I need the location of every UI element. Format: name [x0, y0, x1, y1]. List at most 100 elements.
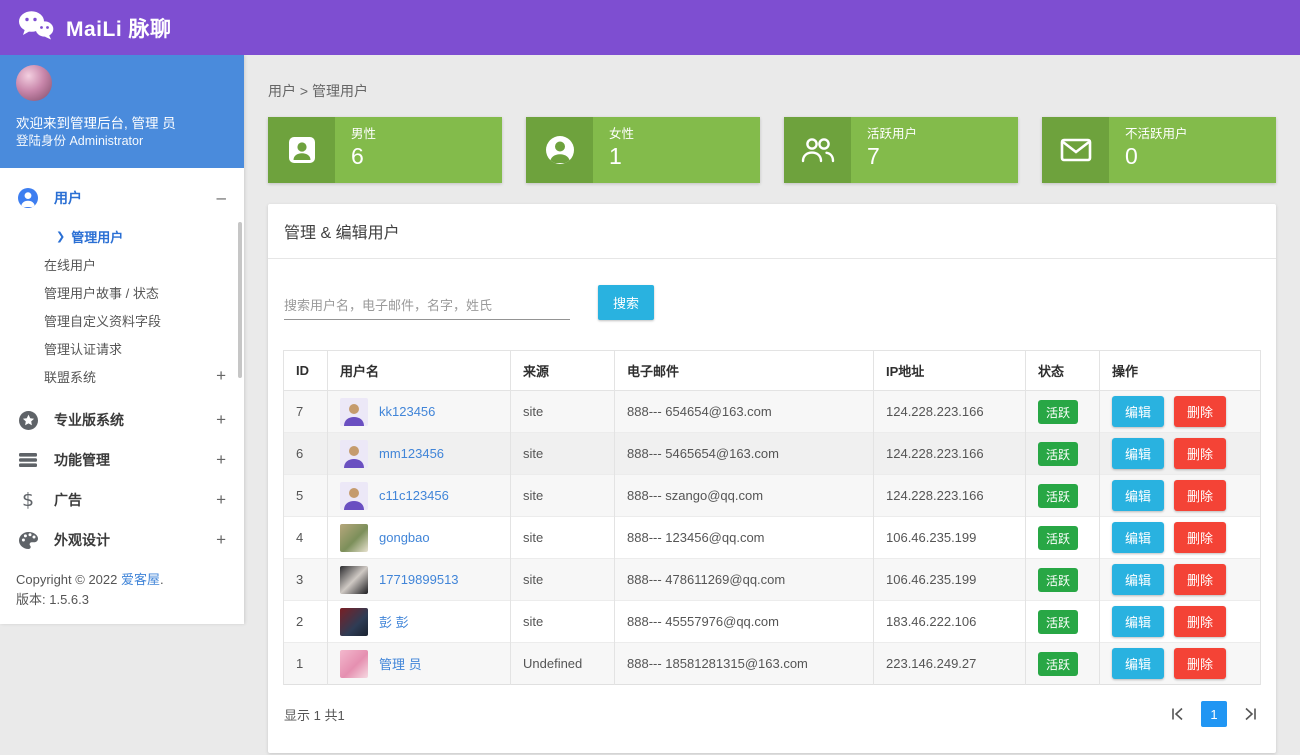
col-actions: 操作: [1099, 350, 1261, 391]
search-button[interactable]: 搜索: [598, 285, 655, 320]
panel-title: 管理 & 编辑用户: [268, 204, 1276, 259]
user-avatar: [340, 397, 368, 426]
app-title: MaiLi 脉聊: [66, 17, 172, 41]
edit-button[interactable]: 编辑: [1112, 606, 1165, 637]
delete-button[interactable]: 删除: [1174, 648, 1227, 679]
female-user-icon: [526, 117, 593, 183]
username-link[interactable]: kk123456: [379, 404, 436, 419]
stat-card-male: 男性 6: [268, 117, 502, 183]
chevron-right-icon: ❯: [56, 230, 66, 243]
user-avatar: [340, 649, 368, 678]
version-text: 版本: 1.5.6.3: [16, 592, 89, 607]
pagination-summary: 显示 1 共1: [284, 707, 345, 723]
sidebar-item-affiliate-system[interactable]: 联盟系统 +: [44, 366, 226, 385]
sidebar-scrollbar[interactable]: [238, 222, 242, 378]
username-link[interactable]: 彭 彭: [379, 615, 409, 630]
breadcrumb-users[interactable]: 用户: [268, 83, 296, 99]
table-row: 2 彭 彭 site 888--- 45557976@qq.com 183.46…: [283, 600, 1261, 643]
welcome-text: 欢迎来到管理后台, 管理 员: [16, 116, 176, 131]
edit-button[interactable]: 编辑: [1112, 438, 1165, 469]
sidebar-item-pro-system[interactable]: 专业版系统 +: [0, 400, 244, 440]
admin-avatar[interactable]: [16, 65, 52, 101]
stat-label: 活跃用户: [867, 127, 918, 141]
search-row: 搜索: [268, 259, 1276, 350]
last-page-icon[interactable]: [1241, 705, 1260, 723]
edit-button[interactable]: 编辑: [1112, 648, 1165, 679]
stat-value: 0: [1125, 143, 1138, 169]
expand-icon[interactable]: +: [216, 366, 226, 385]
sidebar-item-appearance[interactable]: 外观设计 +: [0, 520, 244, 560]
expand-icon[interactable]: +: [216, 450, 226, 469]
expand-icon[interactable]: +: [216, 490, 226, 509]
col-status: 状态: [1025, 350, 1100, 391]
expand-icon[interactable]: +: [216, 410, 226, 429]
status-badge: 活跃: [1038, 609, 1079, 634]
stat-cards: 男性 6 女性 1: [268, 117, 1276, 183]
col-source: 来源: [510, 350, 615, 391]
stat-card-female: 女性 1: [526, 117, 760, 183]
edit-button[interactable]: 编辑: [1112, 564, 1165, 595]
mail-icon: [1042, 117, 1109, 183]
stat-card-active-users: 活跃用户 7: [784, 117, 1018, 183]
delete-button[interactable]: 删除: [1174, 438, 1227, 469]
delete-button[interactable]: 删除: [1174, 564, 1227, 595]
stat-label: 女性: [609, 127, 635, 141]
manage-users-panel: 管理 & 编辑用户 搜索 ID 用户名 来源 电子邮件 IP地址 状态 操作: [268, 204, 1276, 753]
sidebar-item-ads[interactable]: $ 广告 +: [0, 480, 244, 520]
star-icon: [16, 410, 40, 431]
male-user-icon: [268, 117, 335, 183]
edit-button[interactable]: 编辑: [1112, 396, 1165, 427]
stat-label: 不活跃用户: [1125, 127, 1188, 141]
page-number-button[interactable]: 1: [1201, 701, 1227, 727]
table-header-row: ID 用户名 来源 电子邮件 IP地址 状态 操作: [283, 350, 1261, 391]
username-link[interactable]: 管理 员: [379, 657, 422, 672]
username-link[interactable]: c11c123456: [379, 488, 449, 503]
sidebar-item-verification-requests[interactable]: 管理认证请求: [44, 341, 123, 357]
status-badge: 活跃: [1038, 567, 1079, 592]
sidebar-item-online-users[interactable]: 在线用户: [44, 257, 97, 273]
app-brand[interactable]: MaiLi 脉聊: [18, 10, 172, 45]
sidebar-item-user-stories[interactable]: 管理用户故事 / 状态: [44, 285, 159, 301]
expand-icon[interactable]: +: [216, 530, 226, 549]
sidebar-item-feature-management[interactable]: 功能管理 +: [0, 440, 244, 480]
delete-button[interactable]: 删除: [1174, 522, 1227, 553]
user-avatar: [340, 565, 368, 594]
user-avatar: [340, 607, 368, 636]
breadcrumb: 用户 > 管理用户: [268, 81, 1276, 101]
edit-button[interactable]: 编辑: [1112, 480, 1165, 511]
username-link[interactable]: 17719899513: [379, 572, 459, 587]
sidebar-item-manage-users[interactable]: ❯ 管理用户: [56, 229, 124, 245]
pagination: 显示 1 共1 1: [268, 685, 1276, 753]
stat-label: 男性: [351, 127, 377, 141]
sidebar-profile: 欢迎来到管理后台, 管理 员 登陆身份 Administrator: [0, 55, 244, 168]
col-ip: IP地址: [873, 350, 1026, 391]
sidebar: 欢迎来到管理后台, 管理 员 登陆身份 Administrator 用户 – ❯: [0, 55, 244, 624]
bars-icon: [16, 451, 40, 469]
sidebar-menu: 用户 – ❯ 管理用户 在线用户 管理用户故事 / 状态 管理自定义资料字段 管…: [0, 168, 244, 560]
vendor-link[interactable]: 爱客屋: [120, 572, 160, 587]
sidebar-item-label: 用户: [54, 190, 82, 206]
table-row: 7 kk123456 site 888--- 654654@163.com 12…: [283, 390, 1261, 433]
delete-button[interactable]: 删除: [1174, 396, 1227, 427]
group-icon: [784, 117, 851, 183]
user-avatar: [340, 439, 368, 468]
collapse-icon[interactable]: –: [216, 188, 226, 207]
sidebar-item-users[interactable]: 用户 –: [0, 178, 244, 218]
username-link[interactable]: mm123456: [379, 446, 445, 461]
copyright-text: Copyright © 2022 爱客屋.: [16, 572, 164, 587]
status-badge: 活跃: [1038, 399, 1079, 424]
stat-value: 7: [867, 143, 880, 169]
username-link[interactable]: gongbao: [379, 530, 430, 545]
delete-button[interactable]: 删除: [1174, 606, 1227, 637]
search-input[interactable]: [284, 292, 570, 320]
table-row: 6 mm123456 site 888--- 5465654@163.com 1…: [283, 432, 1261, 475]
palette-icon: [16, 531, 40, 550]
sidebar-item-custom-fields[interactable]: 管理自定义资料字段: [44, 313, 162, 329]
edit-button[interactable]: 编辑: [1112, 522, 1165, 553]
status-badge: 活跃: [1038, 441, 1079, 466]
first-page-icon[interactable]: [1168, 705, 1187, 723]
svg-text:$: $: [22, 489, 34, 511]
table-row: 4 gongbao site 888--- 123456@qq.com 106.…: [283, 516, 1261, 559]
delete-button[interactable]: 删除: [1174, 480, 1227, 511]
dollar-icon: $: [16, 489, 40, 511]
